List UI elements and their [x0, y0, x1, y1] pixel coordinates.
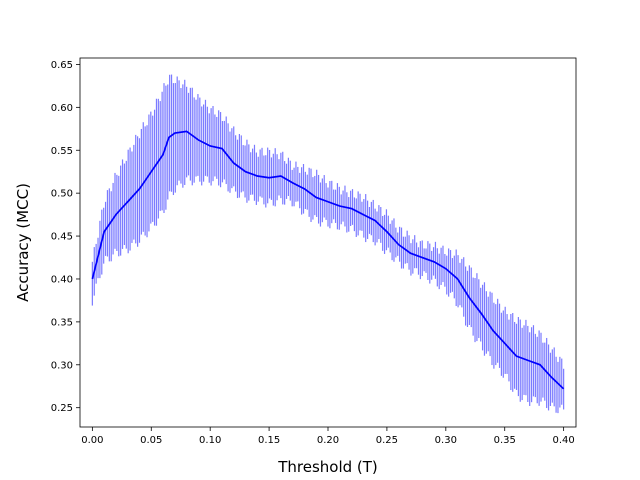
x-tick-label: 0.35	[494, 435, 516, 446]
y-tick-label: 0.45	[51, 232, 73, 243]
y-tick-label: 0.35	[51, 317, 73, 328]
y-tick-label: 0.25	[51, 403, 73, 414]
x-tick-label: 0.00	[81, 435, 103, 446]
x-tick-label: 0.05	[140, 435, 162, 446]
x-tick-label: 0.20	[317, 435, 339, 446]
x-axis-title: Threshold (T)	[277, 458, 378, 476]
y-tick-label: 0.65	[51, 60, 73, 71]
error-band	[91, 74, 565, 414]
y-tick-label: 0.40	[51, 274, 73, 285]
x-tick-label: 0.15	[258, 435, 280, 446]
y-tick-label: 0.60	[51, 103, 73, 114]
x-axis: 0.00 0.05 0.10 0.15 0.20 0.25 0.30 0.35 0.40	[81, 427, 575, 446]
y-tick-label: 0.50	[51, 189, 73, 200]
x-tick-label: 0.10	[199, 435, 221, 446]
x-tick-label: 0.40	[552, 435, 574, 446]
y-tick-label: 0.30	[51, 360, 73, 371]
x-tick-label: 0.30	[435, 435, 457, 446]
series-line	[91, 130, 565, 390]
y-axis-title: Accuracy (MCC)	[14, 183, 32, 302]
y-axis: 0.25 0.30 0.35 0.40 0.45 0.50 0.55 0.60 0.65	[51, 60, 80, 414]
x-tick-label: 0.25	[376, 435, 398, 446]
y-tick-label: 0.55	[51, 146, 73, 157]
